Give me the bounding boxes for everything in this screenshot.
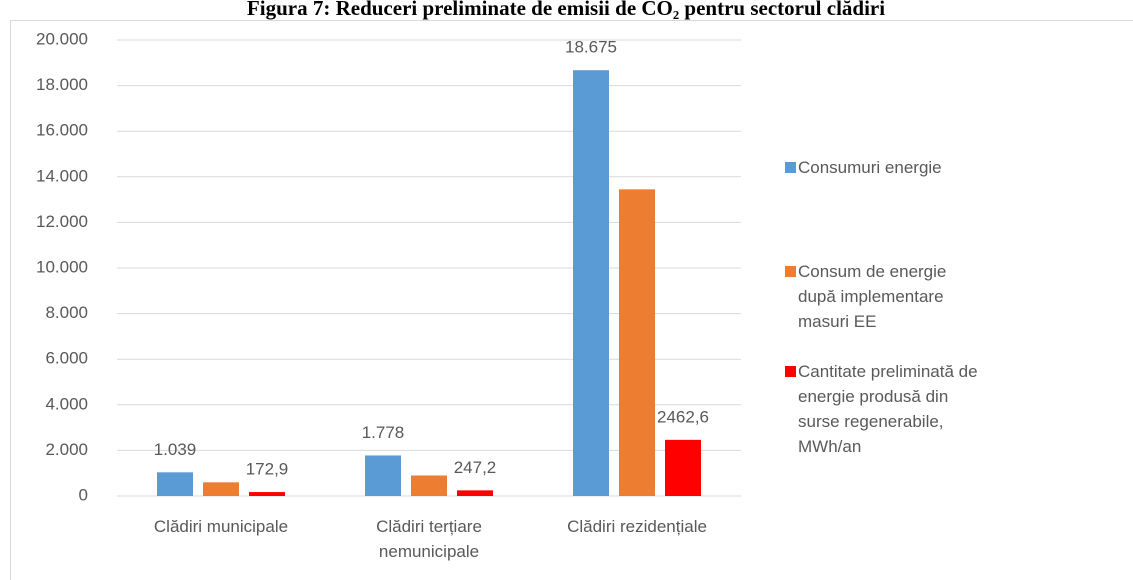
chart-title: Figura 7: Reduceri preliminate de emisii… xyxy=(247,0,885,20)
x-tick-label: Clădiri rezidențiale xyxy=(567,517,707,536)
legend-entry: Consumuri energie xyxy=(785,155,988,180)
legend-entry: Consum de energie după implementare masu… xyxy=(785,259,988,334)
legend-swatch xyxy=(785,366,796,377)
bar xyxy=(365,455,401,496)
legend-swatch xyxy=(785,266,796,277)
y-tick-label: 10.000 xyxy=(36,257,88,276)
y-tick-label: 14.000 xyxy=(36,166,88,185)
bar xyxy=(665,439,701,496)
y-tick-label: 6.000 xyxy=(45,349,88,368)
y-tick-label: 4.000 xyxy=(45,394,88,413)
data-label: 18.675 xyxy=(565,38,617,57)
y-tick-label: 18.000 xyxy=(36,75,88,94)
data-label: 1.778 xyxy=(362,423,405,442)
y-tick-label: 16.000 xyxy=(36,121,88,140)
bar xyxy=(573,70,609,497)
bar xyxy=(457,490,493,496)
bar xyxy=(619,189,655,496)
data-label: 247,2 xyxy=(454,458,497,477)
bar xyxy=(203,482,239,496)
x-tick-label: Clădiri municipale xyxy=(153,517,289,536)
legend-entry: Cantitate preliminată de energie produsă… xyxy=(785,359,988,459)
y-tick-label: 12.000 xyxy=(36,212,88,231)
data-label: 172,9 xyxy=(246,460,289,479)
legend-swatch xyxy=(785,162,796,173)
y-tick-label: 2.000 xyxy=(45,440,88,459)
y-tick-label: 20.000 xyxy=(36,29,88,48)
x-tick-label: Clădiri terțiare nemunicipale xyxy=(376,517,482,561)
data-label: 2462,6 xyxy=(657,407,709,426)
y-tick-label: 8.000 xyxy=(45,303,88,322)
bar xyxy=(249,492,285,496)
bar xyxy=(157,472,193,496)
data-label: 1.039 xyxy=(154,440,197,459)
y-tick-label: 0 xyxy=(79,485,88,504)
bar xyxy=(411,475,447,496)
chart-frame xyxy=(10,20,1133,580)
